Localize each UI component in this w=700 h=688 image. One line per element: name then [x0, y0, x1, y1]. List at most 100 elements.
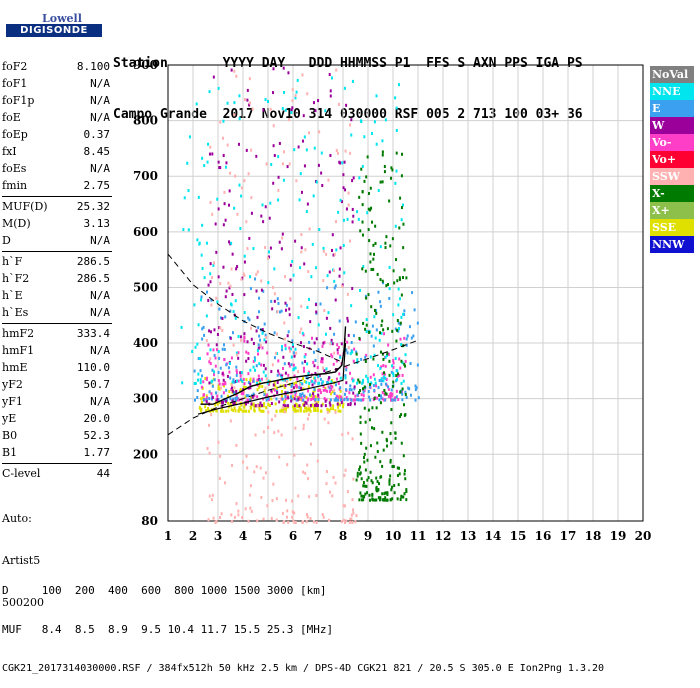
param-label: B0 — [2, 429, 18, 442]
echo-point-ssw — [249, 484, 252, 488]
echo-point-nne — [400, 343, 403, 347]
echo-point-w — [306, 202, 309, 206]
echo-point-e — [203, 333, 206, 337]
echo-point-vo- — [335, 359, 338, 363]
echo-point-e — [232, 378, 235, 382]
echo-point-e — [262, 289, 265, 293]
echo-point-w — [270, 389, 273, 393]
echo-point-ssw — [221, 328, 224, 332]
echo-point-x- — [369, 470, 372, 474]
echo-point-vo- — [230, 388, 233, 392]
echo-point-w — [330, 338, 333, 342]
echo-point-e — [360, 398, 363, 402]
echo-point-x- — [381, 279, 384, 283]
echo-point-vo- — [266, 351, 269, 355]
echo-point-w — [251, 395, 254, 399]
param-value: 8.45 — [83, 145, 111, 158]
echo-point-w — [336, 402, 339, 406]
echo-point-e — [193, 398, 196, 402]
echo-point-ssw — [315, 493, 318, 497]
echo-point-w — [237, 356, 240, 360]
echo-point-ssw — [343, 504, 346, 508]
echo-point-e — [290, 384, 293, 388]
echo-point-ssw — [224, 481, 227, 485]
echo-point-x- — [358, 498, 361, 502]
echo-point-nne — [394, 357, 397, 361]
echo-point-nne — [343, 86, 346, 90]
echo-point-e — [360, 357, 363, 361]
echo-point-vo- — [351, 377, 354, 381]
echo-point-ssw — [347, 431, 350, 435]
echo-point-vo- — [330, 353, 333, 357]
echo-point-sse — [293, 382, 296, 386]
echo-point-e — [364, 294, 367, 298]
echo-point-sse — [218, 387, 221, 391]
echo-point-nne — [199, 381, 202, 385]
echo-point-ssw — [308, 227, 311, 231]
echo-point-x- — [356, 471, 359, 475]
echo-point-x- — [394, 436, 397, 440]
echo-point-ssw — [328, 490, 331, 494]
echo-point-x- — [383, 388, 386, 392]
echo-point-x- — [403, 268, 406, 272]
echo-point-ssw — [245, 454, 248, 458]
echo-point-ssw — [246, 466, 249, 470]
echo-point-x- — [389, 458, 392, 462]
echo-point-x- — [371, 497, 374, 501]
echo-point-vo- — [273, 388, 276, 392]
echo-point-ssw — [242, 272, 245, 276]
echo-point-w — [329, 89, 332, 93]
echo-point-e — [356, 393, 359, 397]
echo-point-w — [331, 342, 334, 346]
echo-point-sse — [242, 385, 245, 389]
echo-point-x- — [400, 413, 403, 417]
echo-point-x- — [403, 469, 406, 473]
echo-point-x- — [387, 282, 390, 286]
echo-point-sse — [307, 385, 310, 389]
echo-point-ssw — [289, 297, 292, 301]
param-row: hmF1 N/A — [2, 342, 110, 359]
echo-point-e — [405, 337, 408, 341]
echo-point-nne — [266, 381, 269, 385]
echo-point-w — [207, 298, 210, 302]
echo-point-e — [314, 398, 317, 402]
echo-point-sse — [238, 406, 241, 410]
echo-point-w — [221, 372, 224, 376]
echo-point-nne — [296, 78, 299, 82]
echo-point-sse — [204, 377, 207, 381]
echo-point-sse — [239, 408, 242, 412]
echo-point-w — [215, 250, 218, 254]
echo-point-e — [352, 334, 355, 338]
echo-point-nne — [333, 279, 336, 283]
param-row: foE N/A — [2, 109, 110, 126]
echo-point-w — [260, 214, 263, 218]
echo-point-ssw — [316, 459, 319, 463]
param-label: h`F — [2, 255, 23, 268]
echo-point-x- — [383, 492, 386, 496]
echo-point-e — [289, 395, 292, 399]
echo-point-e — [378, 379, 381, 383]
echo-point-vo- — [387, 394, 390, 398]
echo-point-nne — [359, 288, 362, 292]
echo-point-x- — [356, 474, 359, 478]
echo-point-w — [302, 139, 305, 143]
echo-point-sse — [263, 389, 266, 393]
echo-point-w — [340, 401, 343, 405]
echo-point-e — [298, 386, 301, 390]
echo-point-w — [255, 154, 258, 158]
echo-point-ssw — [289, 349, 292, 353]
echo-point-nne — [310, 275, 313, 279]
echo-point-nne — [383, 375, 386, 379]
echo-point-nne — [305, 148, 308, 152]
echo-point-x- — [377, 488, 380, 492]
x-tick-label: 4 — [239, 529, 247, 543]
echo-point-ssw — [351, 520, 354, 524]
echo-point-w — [351, 220, 354, 224]
echo-point-sse — [339, 409, 342, 413]
echo-point-e — [265, 398, 268, 402]
echo-point-nne — [255, 381, 258, 385]
echo-point-sse — [205, 394, 208, 398]
echo-point-e — [417, 396, 420, 400]
echo-point-sse — [230, 408, 233, 412]
echo-point-e — [333, 392, 336, 396]
